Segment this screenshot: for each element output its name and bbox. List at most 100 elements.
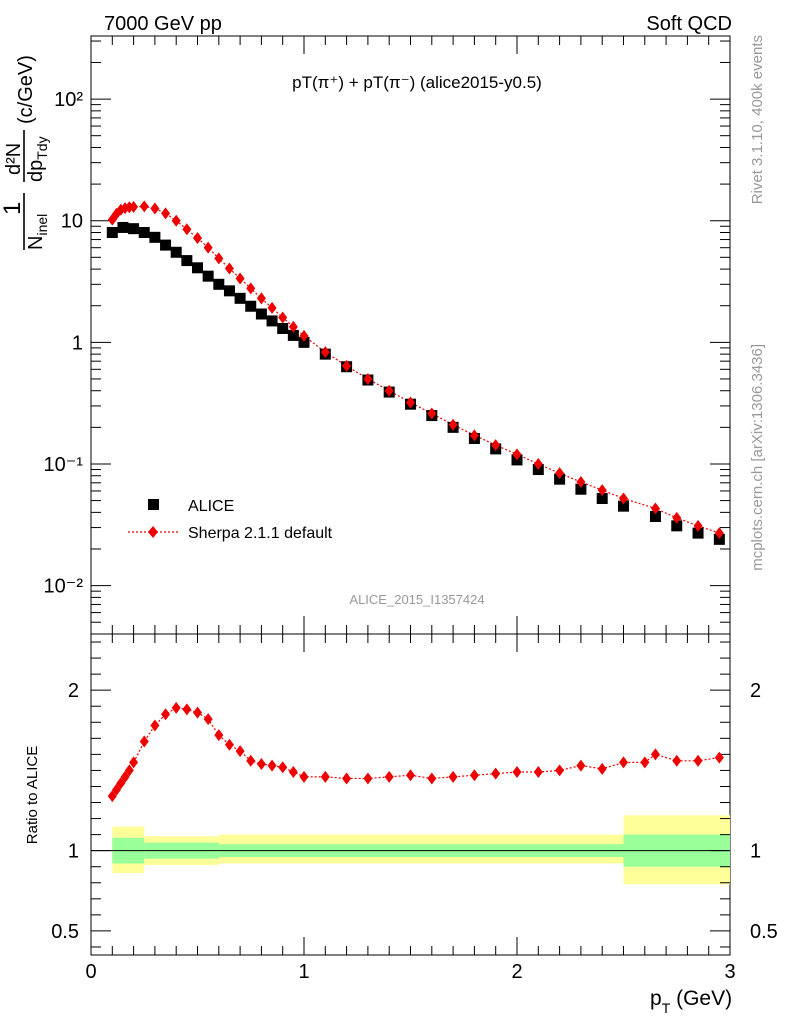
ratio-mc-point: [278, 761, 288, 774]
ratio-mc-point: [320, 770, 330, 783]
svg-text:1: 1: [0, 202, 26, 215]
ratio-mc-point: [214, 729, 224, 742]
data-point: [106, 226, 118, 238]
data-point: [160, 239, 172, 251]
ratio-mc-point: [640, 756, 650, 769]
legend: ALICE Sherpa 2.1.1 default: [128, 498, 333, 542]
mc-point: [278, 311, 288, 324]
ratio-y-tick-label-right: 2: [750, 680, 761, 702]
mc-point: [672, 511, 682, 524]
data-point: [713, 533, 725, 545]
mc-point: [235, 272, 245, 285]
ratio-y-tick-label-right: 1: [750, 841, 761, 863]
main-y-tick-label: 10²: [54, 89, 83, 111]
mc-point: [182, 223, 192, 236]
data-point: [223, 285, 235, 297]
ratio-mc-point: [256, 758, 266, 771]
ratio-mc-point: [124, 764, 134, 777]
legend-label-sherpa: Sherpa 2.1.1 default: [188, 525, 333, 542]
legend-label-alice: ALICE: [188, 498, 234, 515]
data-point: [596, 493, 608, 505]
mc-point: [650, 502, 660, 515]
ratio-mc-point: [363, 772, 373, 785]
data-point: [149, 231, 161, 243]
x-tick-label: 1: [298, 961, 309, 983]
data-point: [618, 500, 629, 512]
legend-marker-alice: [148, 499, 159, 510]
mc-point: [533, 457, 543, 470]
ratio-mc-line: [111, 707, 720, 797]
ratio-y-tick-label: 2: [68, 680, 79, 702]
header-left: 7000 GeV pp: [104, 13, 222, 35]
ratio-y-axis-label: Ratio to ALICE: [24, 746, 41, 844]
data-point: [128, 223, 140, 235]
ratio-mc-point: [182, 703, 192, 716]
mc-point: [406, 396, 415, 409]
ratio-mc-point: [129, 756, 139, 769]
legend-marker-sherpa: [148, 526, 158, 538]
main-series: [106, 200, 725, 545]
data-point: [671, 520, 683, 532]
ratio-mc-point: [107, 790, 117, 803]
mc-point: [576, 476, 586, 489]
svg-text:pT (GeV): pT (GeV): [650, 987, 732, 1016]
data-point: [298, 336, 310, 348]
mc-point: [203, 241, 213, 254]
svg-text:(c/GeV): (c/GeV): [15, 55, 37, 124]
ratio-mc-point: [469, 769, 479, 782]
ratio-mc-point: [139, 735, 149, 748]
ratio-ticks: 2 2 1 1 0.5 0.5 0 1 2 3: [51, 634, 778, 983]
ratio-mc-point: [597, 762, 607, 775]
ratio-plot-frame: [90, 633, 731, 956]
svg-text:Ninel: Ninel: [25, 214, 50, 250]
mc-point: [150, 202, 160, 215]
ratio-mc-point: [672, 754, 682, 767]
ratio-mc-point: [120, 770, 130, 783]
data-point: [117, 221, 129, 233]
main-plot-frame: [90, 35, 731, 635]
x-tick-label: 0: [85, 961, 96, 983]
svg-text:d²N: d²N: [3, 143, 25, 175]
ratio-mc-point: [193, 706, 202, 719]
ratio-mc-point: [150, 719, 160, 732]
ratio-mc-point: [112, 783, 122, 796]
side-label-bottom: mcplots.cern.ch [arXiv:1306.3436]: [749, 344, 766, 571]
mc-point: [256, 292, 266, 305]
mc-line: [111, 205, 720, 534]
ratio-mc-point: [246, 754, 256, 767]
mc-point: [299, 329, 309, 342]
mc-point: [224, 262, 234, 275]
ratio-mc-point: [342, 772, 352, 785]
data-point: [181, 255, 193, 267]
ratio-mc-point: [288, 766, 298, 779]
ratio-mc-point: [235, 745, 245, 758]
data-point: [192, 262, 203, 274]
mc-point: [427, 407, 437, 420]
ratio-mc-point: [533, 766, 543, 779]
mc-point: [597, 484, 607, 497]
main-ticks: 10² 10 1 10⁻¹ 10⁻²: [44, 36, 731, 635]
ratio-mc-point: [448, 770, 458, 783]
data-point: [287, 329, 299, 341]
main-y-tick-label: 10⁻²: [44, 576, 84, 598]
mc-point: [193, 232, 202, 245]
data-point: [234, 292, 246, 304]
ratio-mc-point: [714, 751, 724, 764]
main-y-tick-label: 10: [61, 211, 83, 233]
ratio-bands: [91, 815, 730, 885]
x-tick-label: 3: [724, 961, 735, 983]
ratio-mc-point: [267, 759, 277, 772]
data-point: [138, 226, 150, 238]
mc-point: [129, 200, 139, 213]
mc-point: [288, 320, 298, 333]
ratio-mc-point: [406, 769, 415, 782]
x-tick-label: 2: [511, 961, 522, 983]
ratio-mc-point: [427, 772, 437, 785]
main-y-tick-label: 10⁻¹: [44, 454, 84, 476]
mc-point: [491, 439, 501, 452]
ratio-mc-point: [650, 748, 660, 761]
mc-point: [512, 448, 522, 461]
ratio-y-tick-label: 1: [68, 841, 79, 863]
data-point: [170, 246, 182, 258]
mc-point: [619, 492, 628, 505]
